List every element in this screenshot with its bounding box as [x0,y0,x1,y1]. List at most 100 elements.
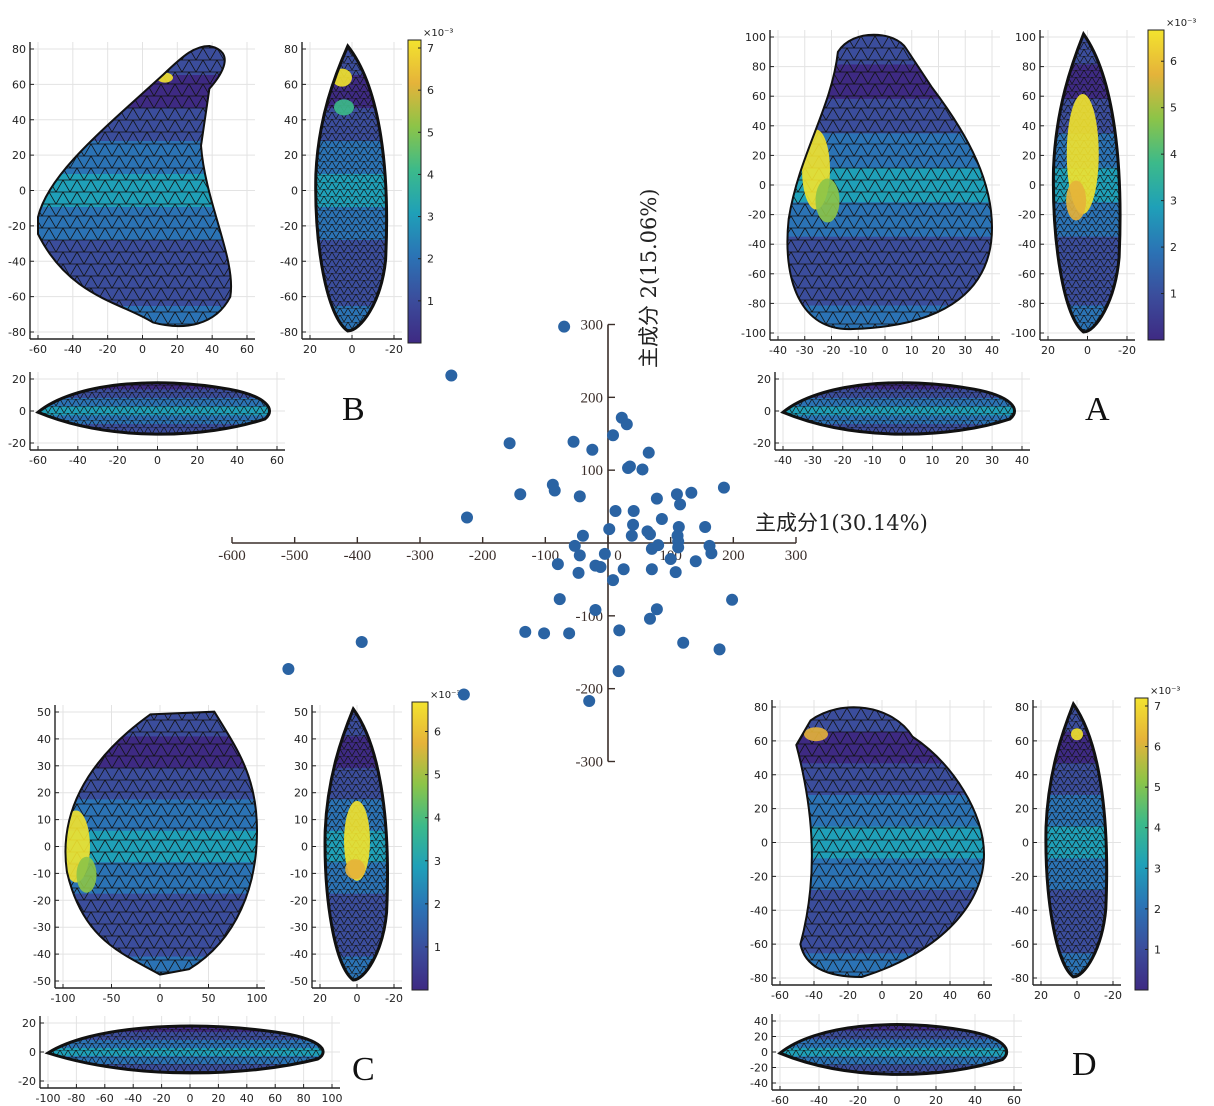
scatter-point [652,539,665,552]
side-view-y-tick-label: 30 [294,760,308,773]
front-view-y-tick-label: -60 [750,938,768,951]
scatter-point [589,604,602,617]
scatter-point [613,624,626,637]
side-view-x-tick-label: 0 [1084,344,1091,357]
y-tick-label: 100 [581,463,604,479]
high-value-region [804,727,828,742]
y-tick-label: -200 [576,682,604,698]
scatter-point [572,566,585,579]
front-view-x-tick-label: -100 [51,992,76,1005]
top-view-x-tick-label: -10 [864,454,882,467]
scatter-point [627,504,640,517]
front-view-y-tick-label: -20 [33,894,51,907]
side-view-y-tick-label: -40 [280,255,298,268]
scatter-point [551,558,564,571]
side-view-y-tick-label: -60 [280,291,298,304]
high-value-region [76,856,97,893]
x-tick-label: -100 [532,548,560,564]
side-view-y-tick-label: 80 [284,43,298,56]
scatter-point [620,418,633,431]
scatter-point [705,547,718,560]
colorbar-exponent: ×10⁻³ [423,28,453,39]
scatter-point [548,484,561,497]
scatter-point [514,488,527,501]
side-view-y-tick-label: 40 [294,733,308,746]
front-view-y-tick-label: 60 [752,90,766,103]
top-view-x-tick-label: 20 [929,1094,943,1106]
side-view-y-tick-label: -60 [1011,938,1029,951]
top-view-outline [777,1023,1009,1076]
front-view-x-tick-label: -10 [849,344,867,357]
scatter-point [636,463,649,476]
front-view-y-tick-label: 0 [759,179,766,192]
colorbar [1147,29,1165,341]
front-view-x-tick-label: -20 [99,343,117,356]
front-view-x-tick-label: 40 [943,989,957,1002]
scatter-point [627,518,640,531]
scatter-point [672,541,685,554]
colorbar-tick-label: 3 [1154,862,1161,875]
colorbar-tick-label: 6 [1170,55,1177,68]
side-view-outline [314,43,389,333]
scatter-point [612,665,625,678]
scatter-point [717,481,730,494]
top-view-x-tick-label: -40 [774,454,792,467]
front-view-y-tick-label: 0 [19,185,26,198]
scatter-point [650,492,663,505]
side-view-y-tick-label: 40 [1022,120,1036,133]
side-view-y-tick-label: -40 [1011,904,1029,917]
x-tick-label: 0 [614,548,622,564]
top-view-outline [780,381,1016,436]
top-view-x-tick-label: -60 [29,454,47,467]
top-view-x-tick-label: 80 [297,1092,311,1105]
colorbar-tick-label: 7 [1154,700,1161,713]
front-view-y-tick-label: 100 [745,31,766,44]
side-view-y-tick-label: 0 [301,841,308,854]
side-view-y-tick-label: -20 [1011,870,1029,883]
top-view-y-tick-label: 20 [754,1031,768,1044]
side-view-x-tick-label: 20 [313,992,327,1005]
scatter-point [558,320,571,333]
colorbar-tick-label: 4 [427,168,434,181]
front-view-x-tick-label: -40 [64,343,82,356]
scatter-point [568,539,581,552]
front-view-y-tick-label: -80 [750,972,768,985]
scatter-point [594,561,607,574]
top-view-x-tick-label: -40 [810,1094,828,1106]
side-view-x-tick-label: 0 [1074,989,1081,1002]
top-view-y-tick-label: 20 [757,373,771,386]
scatter-point [586,443,599,456]
scatter-point [553,593,566,606]
front-view-y-tick-label: 10 [37,814,51,827]
front-view-outline [795,706,986,979]
scatter-point [538,627,551,640]
side-view-outline [1051,30,1122,334]
front-view-y-tick-label: 50 [37,706,51,719]
panel-letter-c: C [352,1051,375,1088]
side-view-y-tick-label: 60 [1022,90,1036,103]
top-view-x-tick-label: 0 [154,454,161,467]
scatter-point [583,695,596,708]
scatter-point [643,528,656,541]
side-view-y-tick-label: -50 [290,975,308,988]
top-view-x-tick-label: 40 [240,1092,254,1105]
colorbar-tick-label: 3 [427,211,434,224]
scatter-point [573,490,586,503]
colorbar-tick-label: 2 [427,253,434,266]
front-view-y-tick-label: 60 [754,735,768,748]
front-view-y-tick-label: -60 [8,291,26,304]
top-view-y-tick-label: -20 [753,437,771,450]
top-view-x-tick-label: 10 [925,454,939,467]
front-view-y-tick-label: -20 [750,870,768,883]
top-view-x-tick-label: 40 [230,454,244,467]
side-view-y-tick-label: -20 [280,220,298,233]
colorbar-tick-label: 4 [1170,148,1177,161]
front-view-y-tick-label: -80 [748,297,766,310]
scatter-point [625,529,638,542]
front-view-y-tick-label: -10 [33,867,51,880]
scatter-point [713,643,726,656]
front-view-y-tick-label: 40 [754,769,768,782]
x-tick-label: -600 [218,548,246,564]
